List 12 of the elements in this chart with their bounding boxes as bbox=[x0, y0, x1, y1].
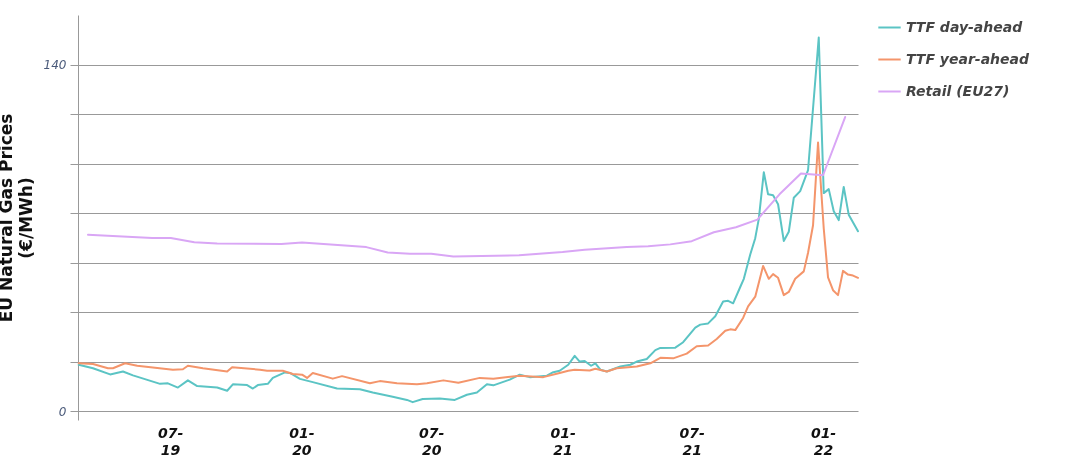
legend-label: TTF year-ahead bbox=[906, 50, 1030, 67]
x-tick-label: 07-19 bbox=[157, 424, 184, 458]
x-tick-label: 07-21 bbox=[679, 424, 706, 458]
x-tick-label: 01-20 bbox=[289, 424, 315, 458]
y-tick-label: 0 bbox=[58, 404, 67, 419]
legend-label: Retail (EU27) bbox=[906, 82, 1010, 99]
x-tick-label: 01-22 bbox=[810, 424, 837, 458]
y-tick-label: 140 bbox=[43, 58, 67, 73]
legend-label: TTF day-ahead bbox=[906, 18, 1024, 35]
line-series bbox=[86, 116, 847, 258]
x-tick-label: 07-20 bbox=[419, 424, 445, 458]
x-tick-label: 01-21 bbox=[550, 424, 576, 458]
